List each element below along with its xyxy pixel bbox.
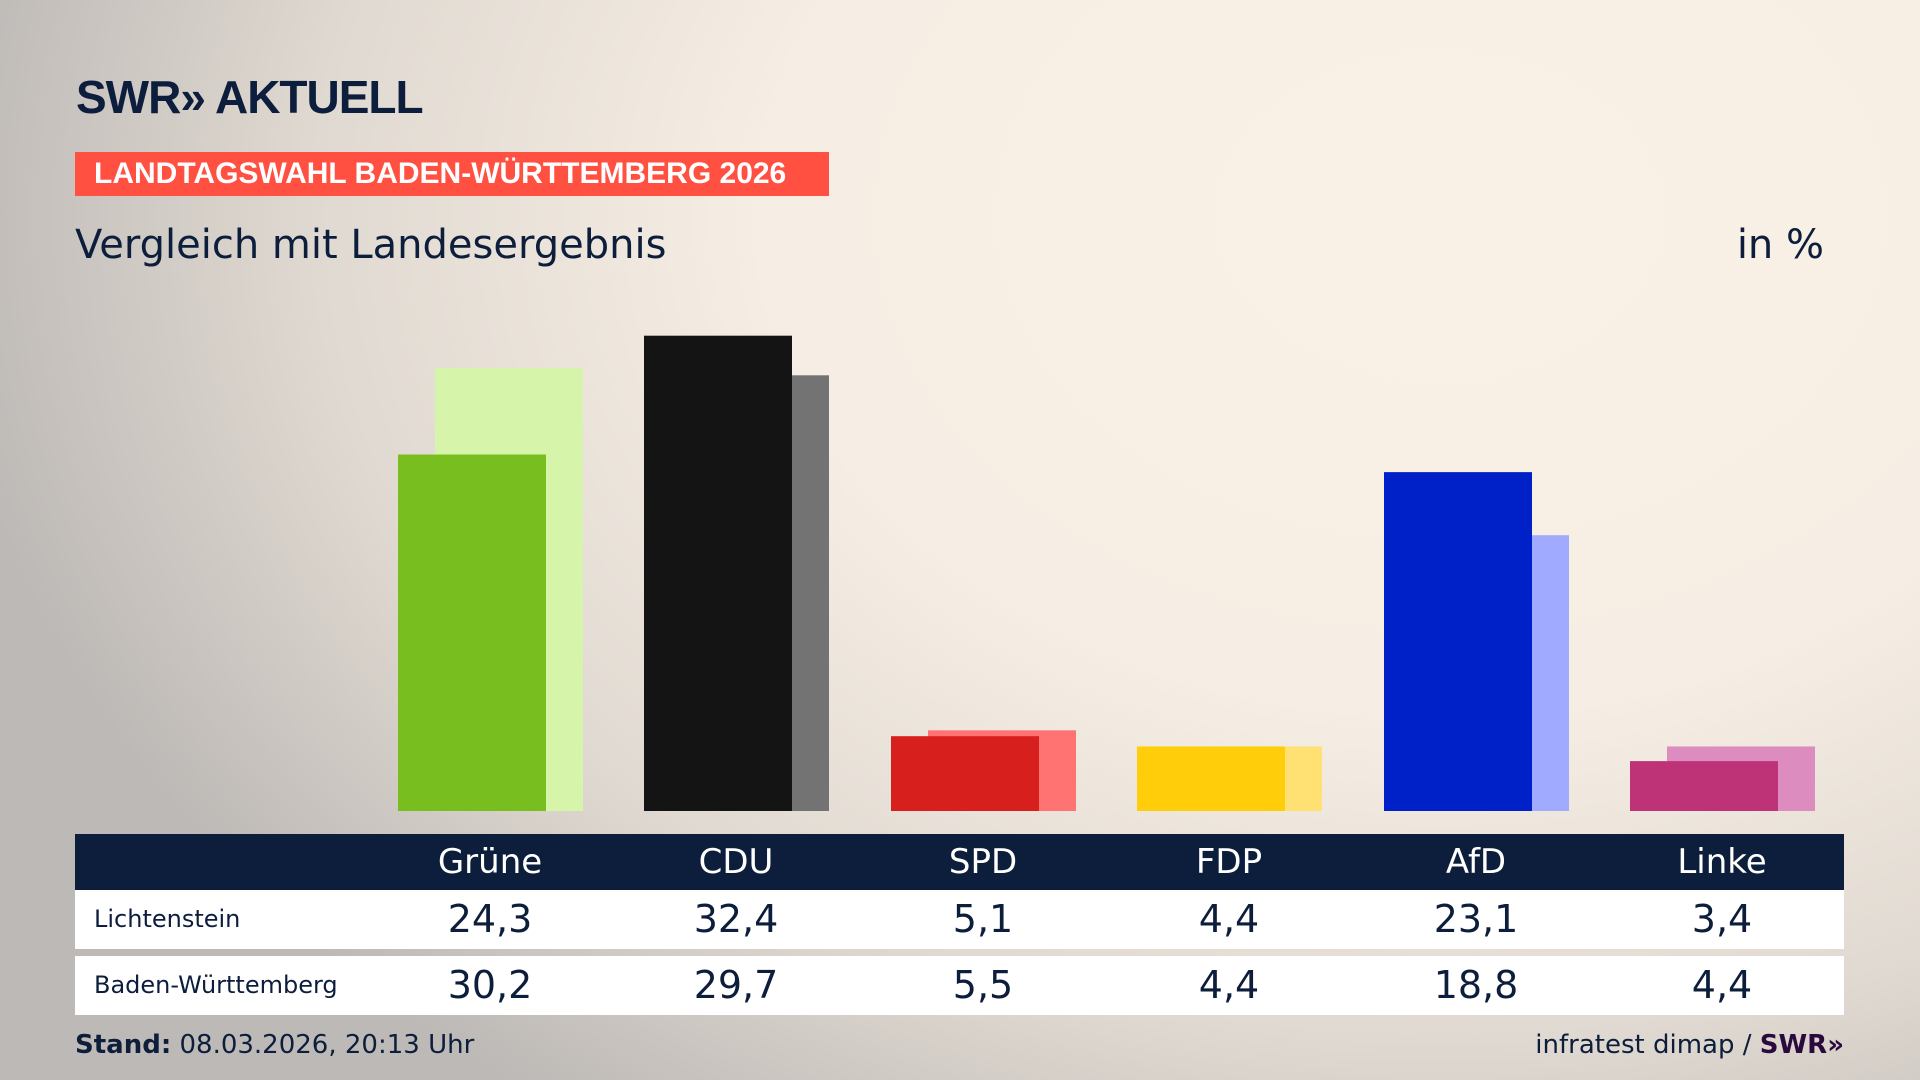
- election-banner: LANDTAGSWAHL BADEN-WÜRTTEMBERG 2026: [75, 152, 829, 196]
- bar-cdu-lichtenstein: [644, 335, 792, 811]
- column-header: AfD: [1445, 842, 1507, 882]
- table-header: Grüne CDU SPD FDP AfD Linke: [75, 834, 1844, 890]
- stand-label: Stand:: [75, 1030, 172, 1060]
- chart-subtitle: Vergleich mit Landesergebnis: [75, 222, 667, 268]
- bar-spd-lichtenstein: [891, 736, 1039, 811]
- value-cell: 29,7: [693, 963, 779, 1007]
- stand-value: 08.03.2026, 20:13 Uhr: [179, 1030, 475, 1060]
- unit-label: in %: [1736, 222, 1824, 268]
- row-label: Baden-Württemberg: [94, 971, 338, 999]
- timestamp: Stand: 08.03.2026, 20:13 Uhr: [75, 1030, 474, 1060]
- swr-aktuell-logo: SWR» AKTUELL: [76, 71, 424, 123]
- table-row-lichtenstein: Lichtenstein 24,3 32,4 5,1 4,4 23,1 3,4: [75, 890, 1844, 949]
- value-cell: 5,1: [952, 897, 1014, 941]
- bar-chart: [398, 335, 1815, 811]
- table-row-bw: Baden-Württemberg 30,2 29,7 5,5 4,4 18,8 4,4: [75, 956, 1844, 1015]
- value-cell: 32,4: [693, 897, 779, 941]
- column-header: Grüne: [437, 842, 543, 882]
- bar-linke-lichtenstein: [1630, 761, 1778, 811]
- swr-logo: SWR»: [1759, 1030, 1844, 1060]
- bar-grne-lichtenstein: [398, 454, 546, 811]
- value-cell: 3,4: [1691, 897, 1753, 941]
- column-header: SPD: [948, 842, 1018, 882]
- value-cell: 30,2: [447, 963, 533, 1007]
- value-cell: 23,1: [1433, 897, 1519, 941]
- bar-afd-lichtenstein: [1384, 472, 1532, 811]
- row-label: Lichtenstein: [94, 905, 241, 933]
- value-cell: 4,4: [1198, 963, 1260, 1007]
- bar-fdp-lichtenstein: [1137, 746, 1285, 811]
- value-cell: 5,5: [952, 963, 1014, 1007]
- column-header: Linke: [1677, 842, 1767, 882]
- value-cell: 4,4: [1691, 963, 1753, 1007]
- value-cell: 18,8: [1433, 963, 1519, 1007]
- source: infratest dimap / SWR»: [1535, 1030, 1844, 1060]
- value-cell: 4,4: [1198, 897, 1260, 941]
- source-text: infratest dimap /: [1535, 1030, 1752, 1060]
- column-header: FDP: [1195, 842, 1263, 882]
- column-header: CDU: [698, 842, 774, 882]
- value-cell: 24,3: [447, 897, 533, 941]
